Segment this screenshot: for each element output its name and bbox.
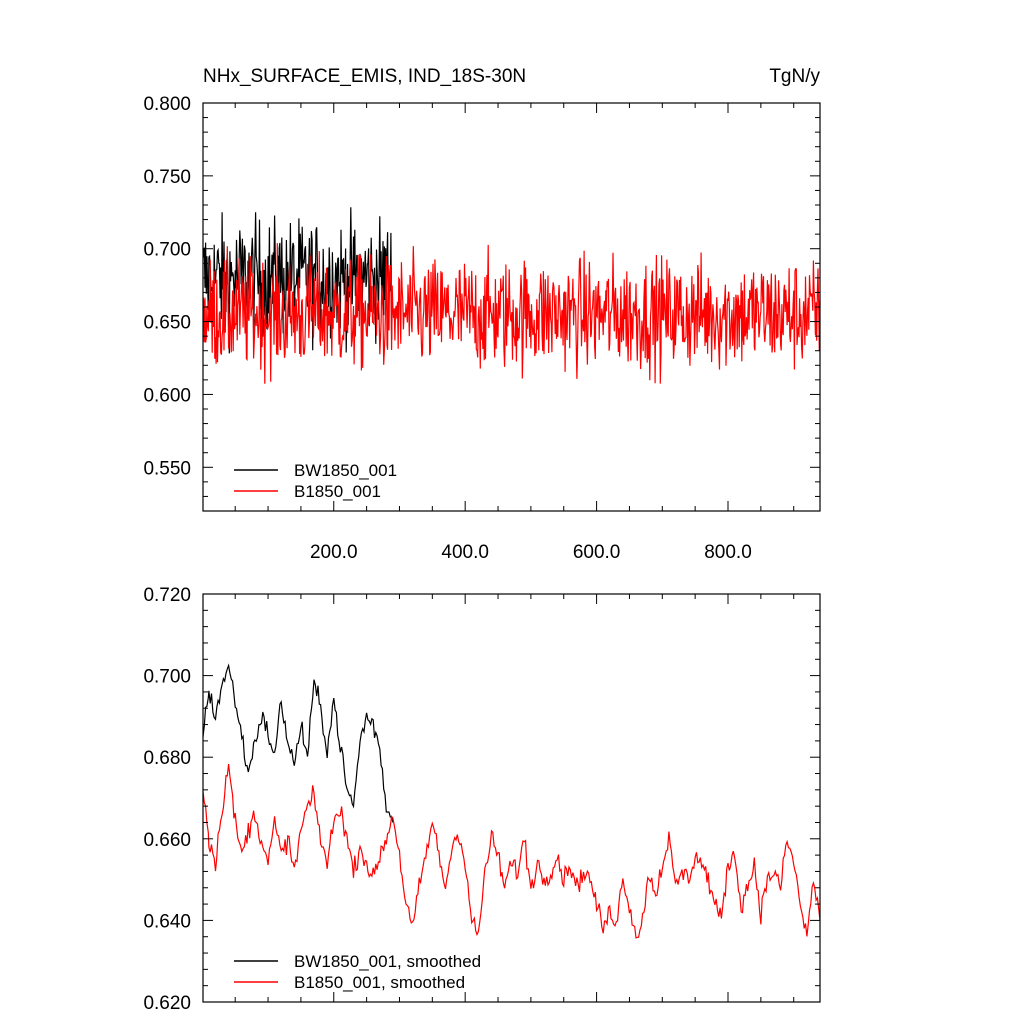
x-tick-label: 800.0 [704, 542, 752, 563]
top-ticks-group: 0.550 0.600 0.650 0.700 0.750 0.800 200.0 400.0… [143, 94, 820, 563]
y-tick-label: 0.700 [143, 667, 191, 688]
x-tick-label: 200.0 [310, 542, 358, 563]
legend-label-bw1850: BW1850_001 [294, 461, 397, 480]
y-tick-label: 0.720 [143, 585, 191, 606]
bottom-series-group [202, 663, 821, 939]
y-tick-label: 0.750 [143, 167, 191, 188]
series-line-b1850-001 [202, 243, 821, 384]
y-tick-label: 0.680 [143, 748, 191, 769]
series-line-bw1850-001-smoothed [202, 663, 394, 823]
y-tick-label: 0.640 [143, 911, 191, 932]
top-series-group [202, 207, 821, 384]
legend-label-bw1850-smoothed: BW1850_001, smoothed [294, 952, 481, 971]
y-tick-label: 0.800 [143, 94, 191, 115]
bottom-panel: 0.620 0.640 0.660 0.680 0.700 0.720 BW1850_00… [143, 585, 821, 1014]
top-panel: NHx_SURFACE_EMIS, IND_18S-30N TgN/y 0.55… [143, 66, 821, 563]
y-tick-label: 0.660 [143, 830, 191, 851]
x-tick-label: 400.0 [441, 542, 489, 563]
x-tick-label: 600.0 [573, 542, 621, 563]
bottom-legend: BW1850_001, smoothed B1850_001, smoothed [234, 952, 481, 992]
top-legend: BW1850_001 B1850_001 [234, 461, 397, 501]
y-tick-label: 0.700 [143, 240, 191, 261]
units-label: TgN/y [769, 66, 820, 87]
bottom-ticks-group: 0.620 0.640 0.660 0.680 0.700 0.720 [143, 585, 820, 1014]
legend-label-b1850-smoothed: B1850_001, smoothed [294, 973, 465, 992]
y-tick-label: 0.550 [143, 458, 191, 479]
y-tick-label: 0.600 [143, 385, 191, 406]
chart-title: NHx_SURFACE_EMIS, IND_18S-30N [203, 66, 526, 87]
bottom-plot-frame [202, 593, 821, 1003]
legend-label-b1850: B1850_001 [294, 482, 381, 501]
y-tick-label: 0.650 [143, 313, 191, 334]
y-tick-label: 0.620 [143, 993, 191, 1014]
series-line-b1850-001-smoothed [202, 764, 821, 939]
